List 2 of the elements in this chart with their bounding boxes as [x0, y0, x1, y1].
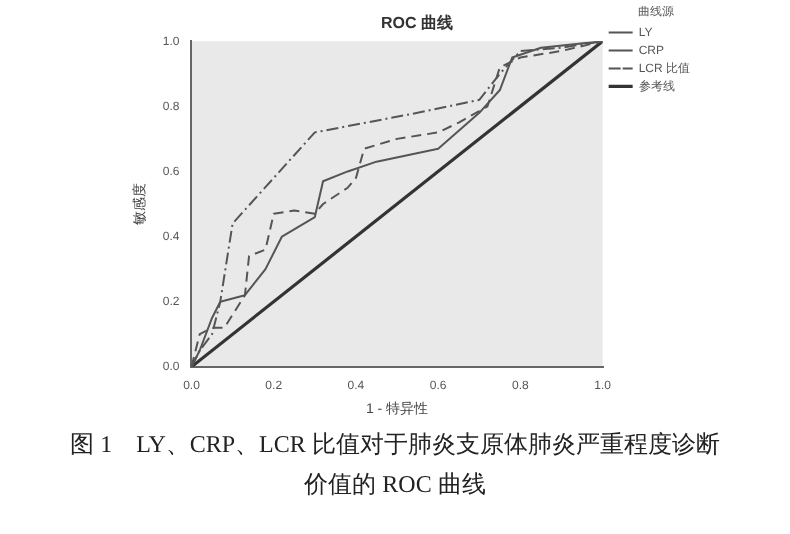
chart-title: ROC 曲线 [381, 14, 453, 33]
caption: 图 1 LY、CRP、LCR 比值对于肺炎支原体肺炎严重程度诊断价值的 ROC 曲线 [68, 428, 722, 502]
